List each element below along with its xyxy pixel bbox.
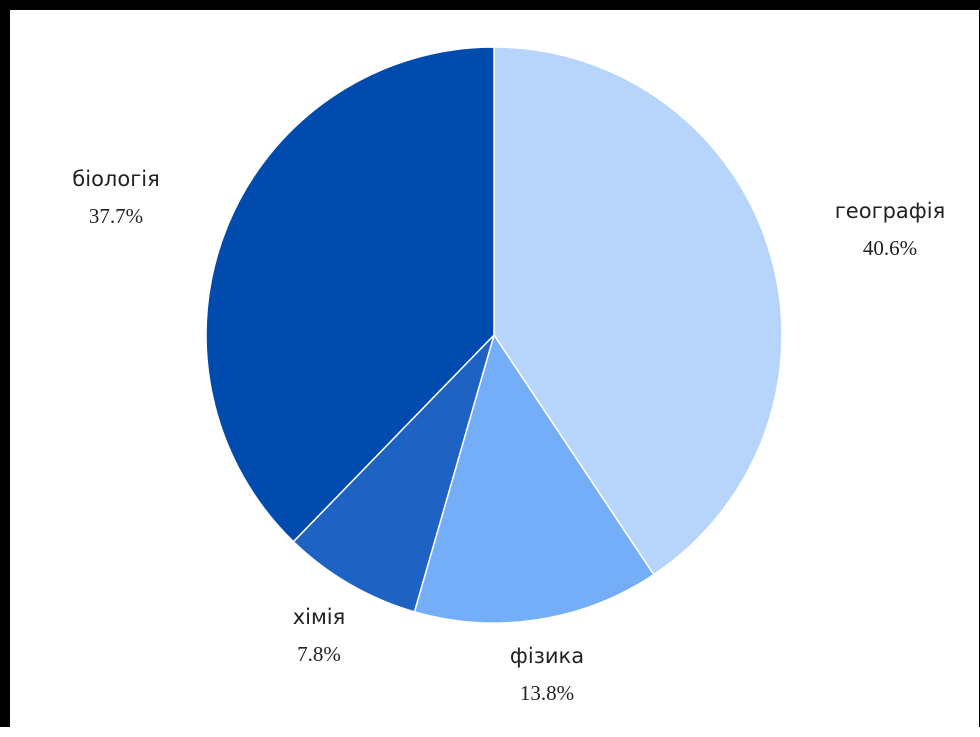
slice-value-label-2: 7.8%	[297, 642, 341, 666]
slice-label-2: хімія	[293, 605, 346, 629]
pie-slice-2	[292, 334, 495, 613]
pie-labels: географія 40.6% фізика 13.8% хімія 7.8% біолог…	[72, 167, 945, 705]
slice-value-label-0: 40.6%	[863, 236, 917, 260]
slice-label-3: біологія	[72, 167, 159, 191]
slice-value-label-3: 37.7%	[89, 204, 143, 228]
slice-label-1: фізика	[510, 644, 584, 668]
slice-label-0: географія	[835, 199, 945, 223]
pie-slices	[205, 46, 783, 624]
slice-value-label-1: 13.8%	[520, 681, 574, 705]
pie-slice-1	[413, 333, 655, 624]
pie-slice-3	[205, 46, 495, 543]
pie-chart: географія 40.6% фізика 13.8% хімія 7.8% біолог…	[72, 46, 945, 705]
